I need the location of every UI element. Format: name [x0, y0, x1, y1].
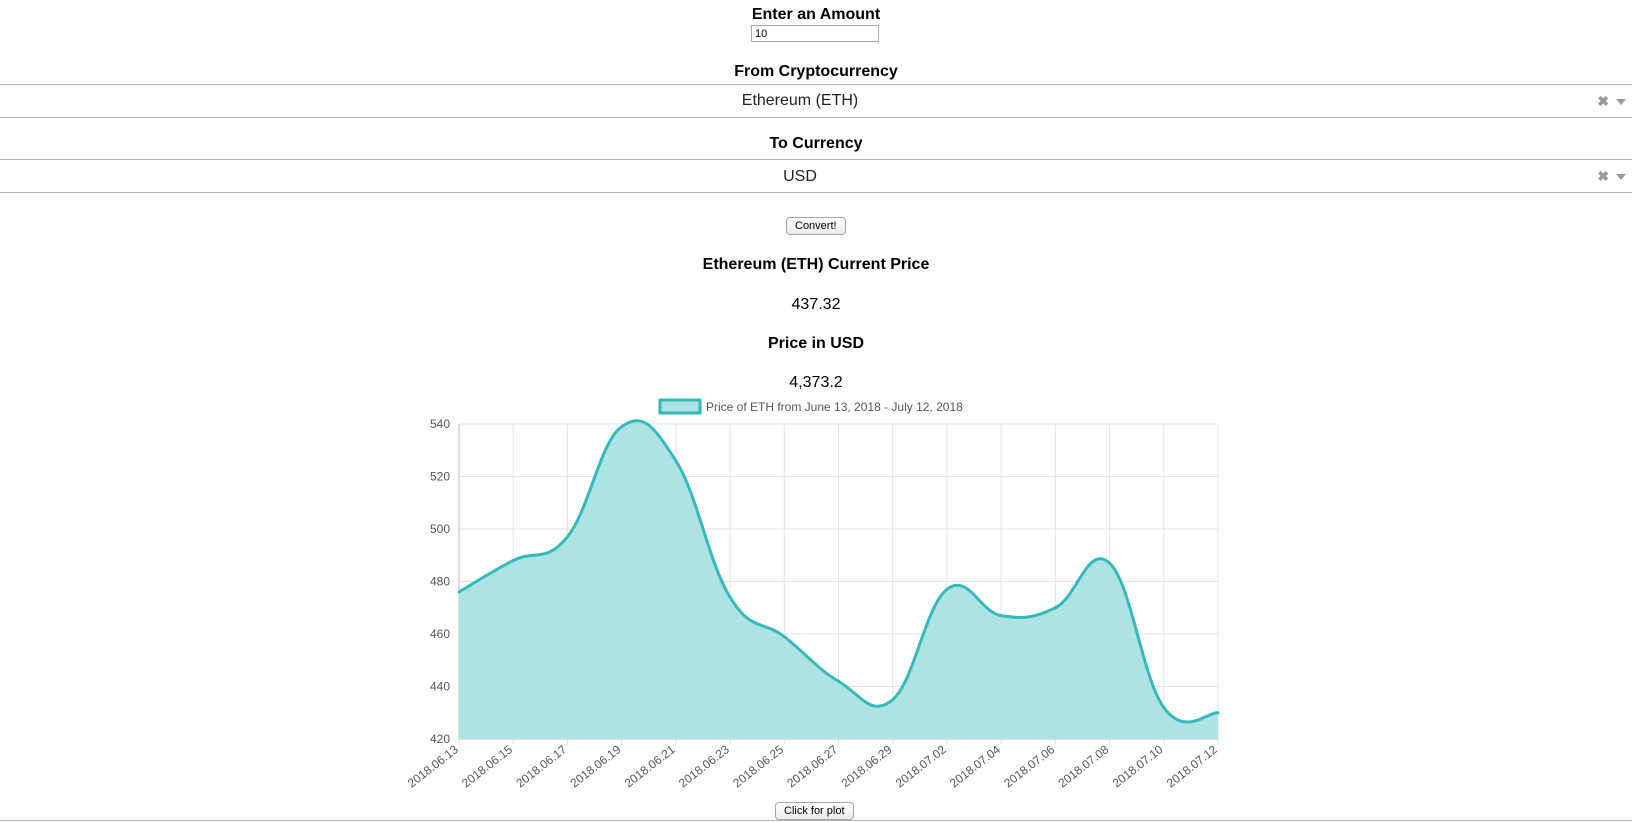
clear-from-icon[interactable]: ✖: [1597, 93, 1609, 109]
x-tick-label: 2018.06.17: [513, 742, 569, 790]
convert-button[interactable]: Convert!: [786, 217, 846, 235]
divider: [0, 820, 1632, 821]
y-tick-label: 440: [430, 680, 450, 694]
y-tick-label: 420: [430, 732, 450, 746]
x-tick-label: 2018.06.21: [622, 742, 678, 790]
to-currency-label: To Currency: [769, 135, 863, 152]
data-point: [457, 590, 461, 594]
y-tick-label: 480: [430, 575, 450, 589]
legend-label: Price of ETH from June 13, 2018 - July 1…: [706, 400, 963, 414]
data-point: [945, 587, 949, 591]
legend-swatch: [658, 398, 702, 415]
x-tick-label: 2018.07.02: [893, 742, 949, 790]
plot-button[interactable]: Click for plot: [775, 802, 854, 820]
x-tick-label: 2018.07.12: [1164, 742, 1220, 790]
x-tick-label: 2018.07.06: [1001, 742, 1057, 790]
data-point: [1108, 561, 1112, 565]
current-price-value: 437.32: [791, 296, 841, 313]
data-point: [1162, 706, 1166, 709]
x-tick-label: 2018.07.08: [1055, 742, 1111, 790]
from-currency-select[interactable]: Ethereum (ETH) ✖: [0, 84, 1632, 118]
data-point: [891, 698, 895, 702]
amount-label: Enter an Amount: [751, 6, 881, 23]
price-chart: 4204404604805005205402018.06.132018.06.1…: [405, 398, 1220, 790]
data-point: [1216, 711, 1220, 715]
chevron-down-icon[interactable]: [1616, 174, 1626, 180]
y-tick-label: 460: [430, 627, 450, 641]
amount-input[interactable]: [751, 25, 879, 42]
y-tick-label: 520: [430, 470, 450, 484]
data-point: [620, 425, 624, 429]
data-point: [565, 535, 569, 539]
chevron-down-icon[interactable]: [1616, 99, 1626, 105]
data-point: [674, 459, 678, 463]
from-currency-value: Ethereum (ETH): [741, 92, 859, 109]
x-tick-label: 2018.06.13: [405, 742, 461, 790]
converted-price-heading: Price in USD: [767, 335, 865, 352]
data-point: [782, 635, 786, 639]
data-point: [511, 559, 515, 562]
x-tick-label: 2018.06.25: [730, 742, 786, 790]
data-point: [728, 595, 732, 599]
to-currency-value: USD: [783, 168, 817, 185]
x-tick-label: 2018.07.04: [947, 742, 1003, 790]
data-point: [999, 614, 1003, 618]
x-tick-label: 2018.06.23: [676, 742, 732, 790]
data-point: [1053, 606, 1057, 610]
x-tick-label: 2018.06.27: [784, 742, 840, 790]
x-tick-label: 2018.06.29: [839, 742, 895, 790]
y-tick-label: 500: [430, 522, 450, 536]
current-price-heading: Ethereum (ETH) Current Price: [702, 256, 930, 273]
x-tick-label: 2018.06.15: [459, 742, 515, 790]
to-currency-select[interactable]: USD ✖: [0, 159, 1632, 193]
clear-to-icon[interactable]: ✖: [1597, 168, 1609, 184]
from-currency-label: From Cryptocurrency: [734, 63, 898, 80]
series-area: [459, 420, 1218, 739]
converted-price-value: 4,373.2: [789, 374, 843, 391]
data-point: [837, 679, 840, 683]
x-tick-label: 2018.07.10: [1110, 742, 1166, 790]
x-tick-label: 2018.06.19: [568, 742, 624, 790]
y-tick-label: 540: [430, 417, 450, 431]
